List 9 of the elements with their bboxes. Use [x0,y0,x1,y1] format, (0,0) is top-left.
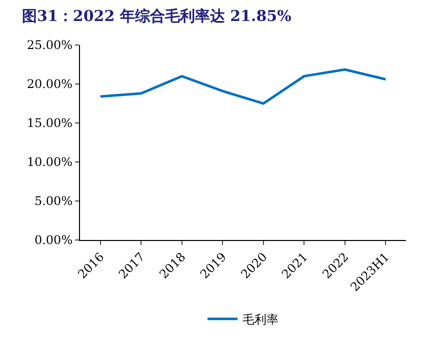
y-tick-label: 25.00% [26,38,73,52]
y-tick-label: 10.00% [26,155,73,170]
y-tick-label: 20.00% [26,77,73,92]
legend-label: 毛利率 [242,312,278,327]
line-series [99,68,387,105]
y-tick-label: 15.00% [26,116,73,130]
chart-title: 图31：2022 年综合毛利率达 21.85% [22,6,292,25]
y-tick-label: 0.00% [34,233,73,248]
y-tick-label: 5.00% [34,194,73,208]
